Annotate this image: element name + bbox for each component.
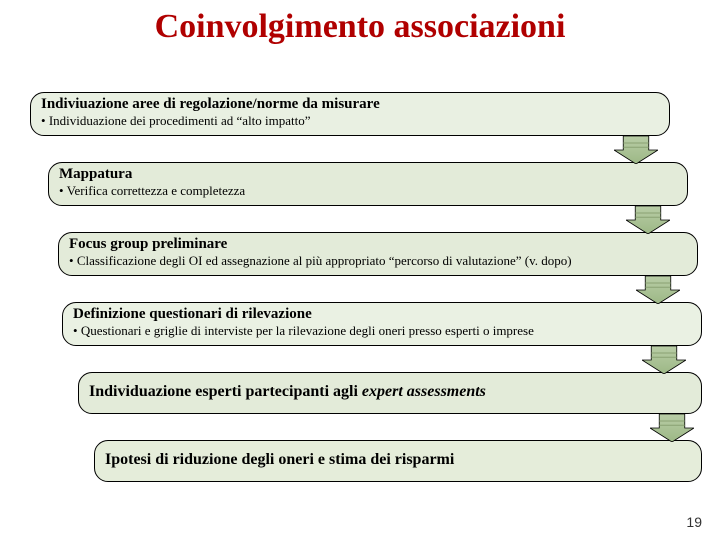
down-arrow-icon-4 — [650, 414, 694, 442]
step-body-2: • Classificazione degli OI ed assegnazio… — [69, 254, 687, 269]
down-arrow-icon-1 — [626, 206, 670, 234]
step-box-2: Focus group preliminare • Classificazion… — [58, 232, 698, 276]
slide-title-text: Coinvolgimento associazioni — [155, 8, 566, 45]
step-body-1: • Verifica correttezza e completezza — [59, 184, 677, 199]
step-box-5: Ipotesi di riduzione degli oneri e stima… — [94, 440, 702, 482]
slide: Coinvolgimento associazioni Indiviuazion… — [0, 0, 720, 540]
step-box-1: Mappatura • Verifica correttezza e compl… — [48, 162, 688, 206]
step-heading-4: Individuazione esperti partecipanti agli… — [89, 383, 486, 401]
step-heading-2: Focus group preliminare — [69, 236, 687, 253]
step-heading-3: Definizione questionari di rilevazione — [73, 306, 691, 323]
step-box-0: Indiviuazione aree di regolazione/norme … — [30, 92, 670, 136]
step-body-0: • Individuazione dei procedimenti ad “al… — [41, 114, 659, 129]
step-heading-0: Indiviuazione aree di regolazione/norme … — [41, 96, 659, 113]
step-body-text-3: Questionari e griglie di interviste per … — [81, 323, 534, 338]
step-body-text-1: Verifica correttezza e completezza — [67, 183, 246, 198]
step-body-3: • Questionari e griglie di interviste pe… — [73, 324, 691, 339]
step-box-3: Definizione questionari di rilevazione •… — [62, 302, 702, 346]
slide-title: Coinvolgimento associazioni — [0, 8, 720, 46]
down-arrow-icon-0 — [614, 136, 658, 164]
down-arrow-icon-3 — [642, 346, 686, 374]
step-box-4: Individuazione esperti partecipanti agli… — [78, 372, 702, 414]
step-heading-1: Mappatura — [59, 166, 677, 183]
step-heading-5: Ipotesi di riduzione degli oneri e stima… — [105, 451, 454, 469]
page-number: 19 — [686, 514, 702, 530]
step-body-text-2: Classificazione degli OI ed assegnazione… — [77, 253, 572, 268]
down-arrow-icon-2 — [636, 276, 680, 304]
step-body-text-0: Individuazione dei procedimenti ad “alto… — [49, 113, 311, 128]
